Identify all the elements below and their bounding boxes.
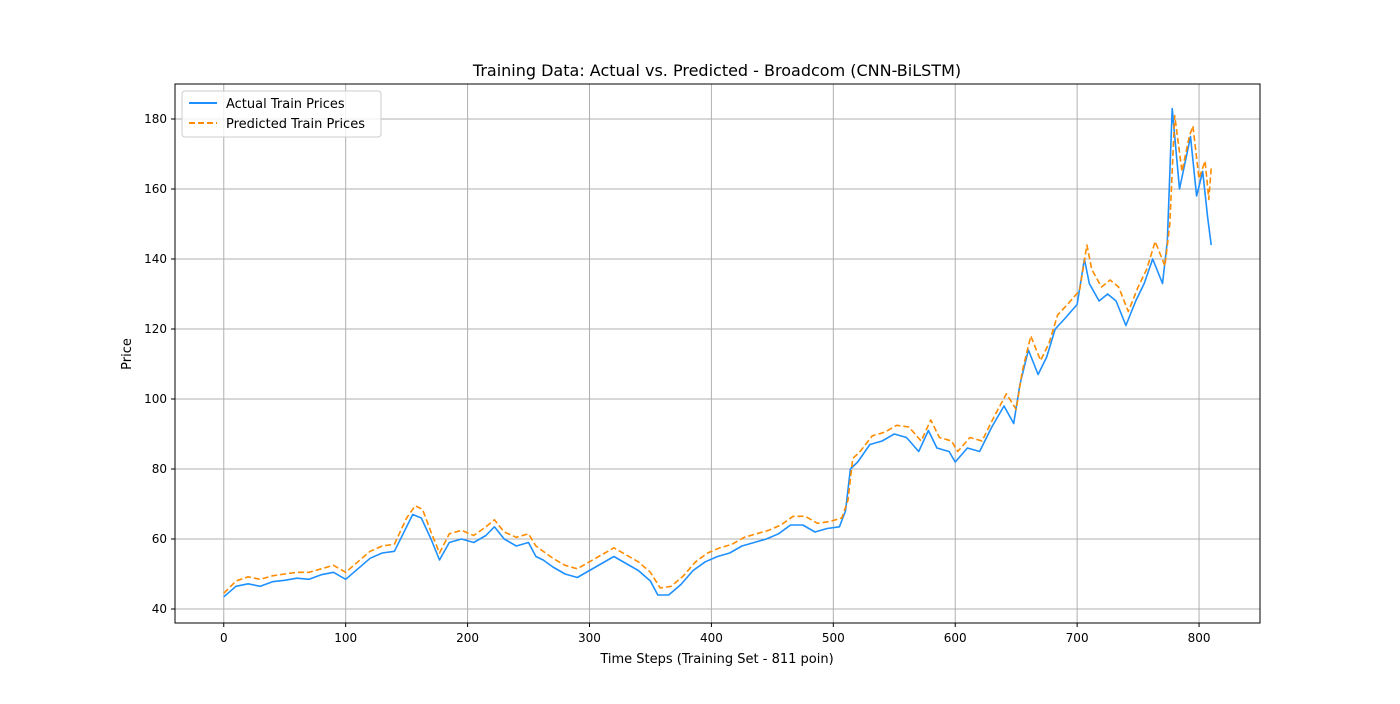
y-tick-label: 140 [144, 252, 167, 266]
grid-layer [175, 84, 1260, 623]
y-tick-label: 60 [152, 532, 167, 546]
x-axis-label: Time Steps (Training Set - 811 poin) [599, 652, 833, 667]
y-axis-label: Price [120, 338, 135, 370]
x-tick-label: 600 [944, 631, 967, 645]
y-tick-label: 80 [152, 462, 167, 476]
x-tick-label: 200 [456, 631, 479, 645]
y-ticks: 40 60 80 100 120 140 160 180 [144, 112, 175, 616]
y-tick-label: 160 [144, 182, 167, 196]
series-line-actual [223, 107, 1212, 598]
legend-label-predicted: Predicted Train Prices [226, 117, 365, 132]
y-tick-label: 180 [144, 112, 167, 126]
x-tick-label: 700 [1066, 631, 1089, 645]
y-tick-label: 40 [152, 602, 167, 616]
x-tick-label: 300 [578, 631, 601, 645]
x-ticks: 0 100 200 300 400 500 600 700 800 [220, 623, 1211, 645]
series-line-predicted [223, 114, 1212, 594]
x-tick-label: 0 [220, 631, 228, 645]
series-layer [223, 107, 1212, 598]
chart-title: Training Data: Actual vs. Predicted - Br… [472, 61, 961, 80]
legend-box [181, 90, 382, 138]
legend: Actual Train Prices Predicted Train Pric… [181, 90, 382, 138]
y-tick-label: 100 [144, 392, 167, 406]
x-tick-label: 400 [700, 631, 723, 645]
x-tick-label: 800 [1188, 631, 1211, 645]
x-tick-label: 100 [334, 631, 357, 645]
legend-label-actual: Actual Train Prices [226, 97, 345, 112]
y-tick-label: 120 [144, 322, 167, 336]
plot-frame [174, 83, 1261, 624]
x-tick-label: 500 [822, 631, 845, 645]
